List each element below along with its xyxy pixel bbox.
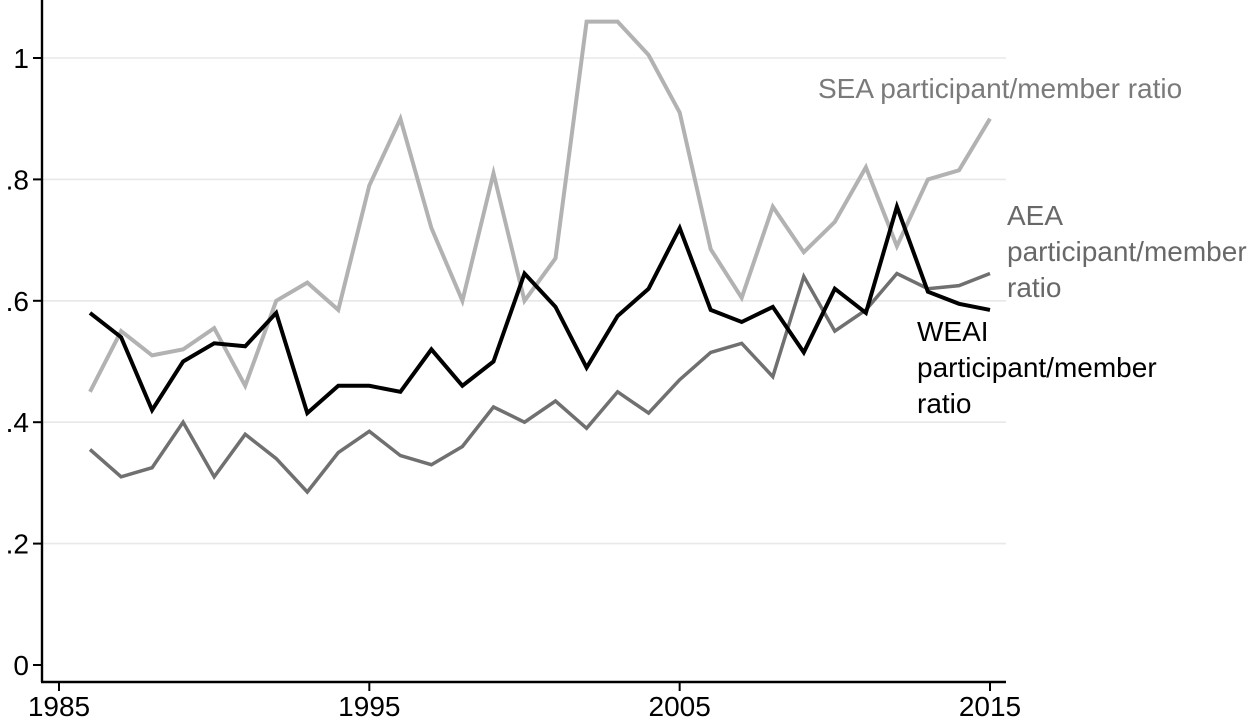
x-tick-label-2: 2005 xyxy=(649,691,711,722)
series-line-aea xyxy=(88,271,991,495)
y-tick-label-3: .6 xyxy=(6,286,29,317)
y-tick-label-1: .2 xyxy=(6,529,29,560)
series-line-weai xyxy=(88,200,991,417)
x-tick-label-0: 1985 xyxy=(28,691,90,722)
series-line-sea xyxy=(88,19,992,393)
weai-series-label: WEAI participant/member ratio xyxy=(917,316,1157,419)
y-tick-label-5: 1 xyxy=(13,43,29,74)
x-tick-label-1: 1995 xyxy=(338,691,400,722)
y-tick-label-4: .8 xyxy=(6,164,29,195)
y-tick-label-2: .4 xyxy=(6,407,29,438)
sea-series-label: SEA participant/member ratio xyxy=(818,73,1183,104)
aea-series-label: AEA participant/member ratio xyxy=(1007,200,1247,303)
x-tick-label-3: 2015 xyxy=(959,691,1021,722)
y-tick-label-0: 0 xyxy=(13,650,29,681)
